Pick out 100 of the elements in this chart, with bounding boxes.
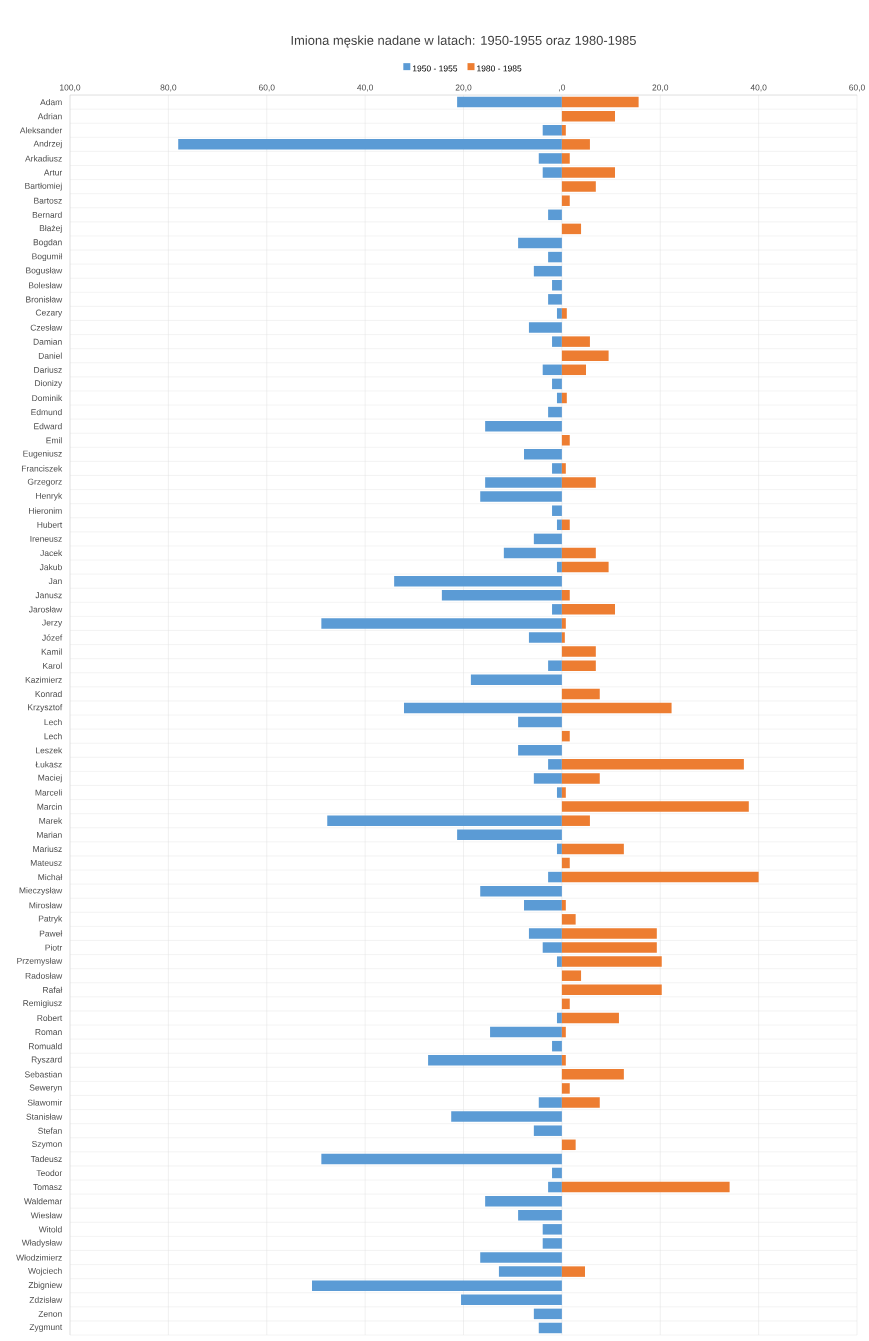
- bar: [403, 702, 562, 714]
- x-tick-label: 40,0: [750, 84, 767, 92]
- y-tick-label: Dominik: [32, 394, 63, 402]
- y-tick-label: Ireneusz: [30, 535, 62, 542]
- bar: [548, 209, 562, 221]
- y-tick-label: Henryk: [36, 492, 63, 501]
- y-tick-label: Bartosz: [34, 197, 62, 204]
- y-tick-label: Wiesław: [30, 1212, 63, 1219]
- y-tick-label: Bogusław: [26, 267, 63, 276]
- bar: [178, 139, 562, 150]
- y-tick-label: Radosław: [25, 972, 63, 979]
- y-tick-label: Marek: [39, 817, 63, 824]
- bar: [548, 294, 562, 305]
- bar: [561, 604, 615, 615]
- bar: [561, 590, 570, 601]
- y-tick-label: Lech: [44, 718, 62, 726]
- bar: [428, 1055, 562, 1066]
- y-tick-label: Władysław: [21, 1239, 63, 1248]
- bar: [485, 1195, 562, 1207]
- y-tick-label: Sebastian: [24, 1071, 62, 1078]
- y-tick-label: Piotr: [45, 944, 63, 951]
- bar: [561, 970, 582, 981]
- bar: [561, 153, 570, 164]
- bar: [457, 829, 562, 841]
- y-tick-label: Maciej: [38, 774, 62, 783]
- bar: [548, 251, 562, 263]
- y-tick-label: Emil: [46, 437, 62, 444]
- y-tick-label: Bronisław: [26, 296, 63, 303]
- bar: [561, 618, 566, 629]
- y-tick-label: Przemysław: [17, 957, 63, 966]
- bar: [542, 1224, 562, 1235]
- x-tick-label: 40,0: [357, 84, 374, 92]
- bar: [548, 406, 562, 418]
- bar: [552, 280, 562, 291]
- bar: [561, 435, 570, 446]
- bar: [561, 223, 582, 235]
- bar: [524, 449, 562, 460]
- bar: [561, 660, 596, 671]
- y-tick-label: Mariusz: [33, 845, 62, 852]
- bar: [561, 1069, 624, 1080]
- x-tick-label: 20,0: [455, 84, 472, 92]
- bar: [561, 688, 600, 700]
- bar: [528, 928, 562, 939]
- y-tick-label: Marcin: [37, 803, 62, 810]
- bar: [561, 477, 596, 488]
- y-tick-label: Mieczysław: [19, 887, 63, 896]
- bar: [561, 392, 567, 404]
- y-tick-label: Remigiusz: [23, 999, 62, 1008]
- bar: [561, 646, 596, 657]
- bar: [461, 1294, 562, 1306]
- bar: [552, 604, 562, 615]
- y-tick-label: Józef: [42, 634, 63, 641]
- bar: [548, 871, 562, 883]
- y-tick-label: Waldemar: [23, 1198, 63, 1205]
- y-tick-label: Wojciech: [28, 1267, 62, 1276]
- bar: [542, 1238, 562, 1249]
- bar: [561, 110, 615, 122]
- bar: [542, 364, 562, 376]
- bar: [556, 956, 562, 967]
- bar: [561, 801, 749, 812]
- y-tick-label: Robert: [37, 1014, 63, 1022]
- x-tick-label: 60,0: [258, 84, 275, 92]
- y-tick-label: Hubert: [37, 521, 63, 528]
- bar: [480, 491, 562, 502]
- y-tick-label: Tomasz: [33, 1184, 62, 1191]
- bar: [321, 618, 562, 629]
- y-tick-label: Grzegorz: [27, 478, 62, 487]
- bar: [561, 1083, 570, 1094]
- bar: [548, 660, 562, 671]
- bar: [556, 392, 562, 404]
- y-tick-label: Romuald: [29, 1043, 62, 1050]
- bar: [561, 815, 590, 826]
- y-tick-label: Michał: [38, 873, 63, 881]
- y-tick-label: Patryk: [38, 915, 63, 924]
- bar: [485, 420, 562, 432]
- bar: [561, 364, 586, 376]
- y-tick-label: Stefan: [38, 1127, 62, 1134]
- bar: [538, 153, 562, 164]
- bar: [480, 1252, 562, 1263]
- bar: [533, 773, 562, 784]
- bar: [524, 900, 562, 911]
- bar: [518, 716, 562, 728]
- bar: [561, 336, 590, 347]
- bar: [533, 533, 562, 545]
- bar: [498, 1266, 562, 1277]
- bar: [561, 1139, 576, 1151]
- bar: [556, 1012, 562, 1024]
- bar: [561, 759, 744, 770]
- y-tick-label: Łukasz: [35, 761, 62, 768]
- y-tick-label: Stanisław: [26, 1113, 63, 1120]
- bar: [542, 125, 562, 136]
- bar: [561, 1055, 566, 1066]
- bar: [561, 96, 639, 108]
- bar: [561, 561, 609, 573]
- y-tick-label: Bogumił: [32, 253, 63, 262]
- y-tick-label: Bartłomiej: [25, 182, 62, 191]
- bar: [441, 590, 562, 601]
- y-tick-label: Witold: [38, 1226, 62, 1233]
- bar: [503, 547, 562, 559]
- y-tick-label: Szymon: [32, 1140, 62, 1149]
